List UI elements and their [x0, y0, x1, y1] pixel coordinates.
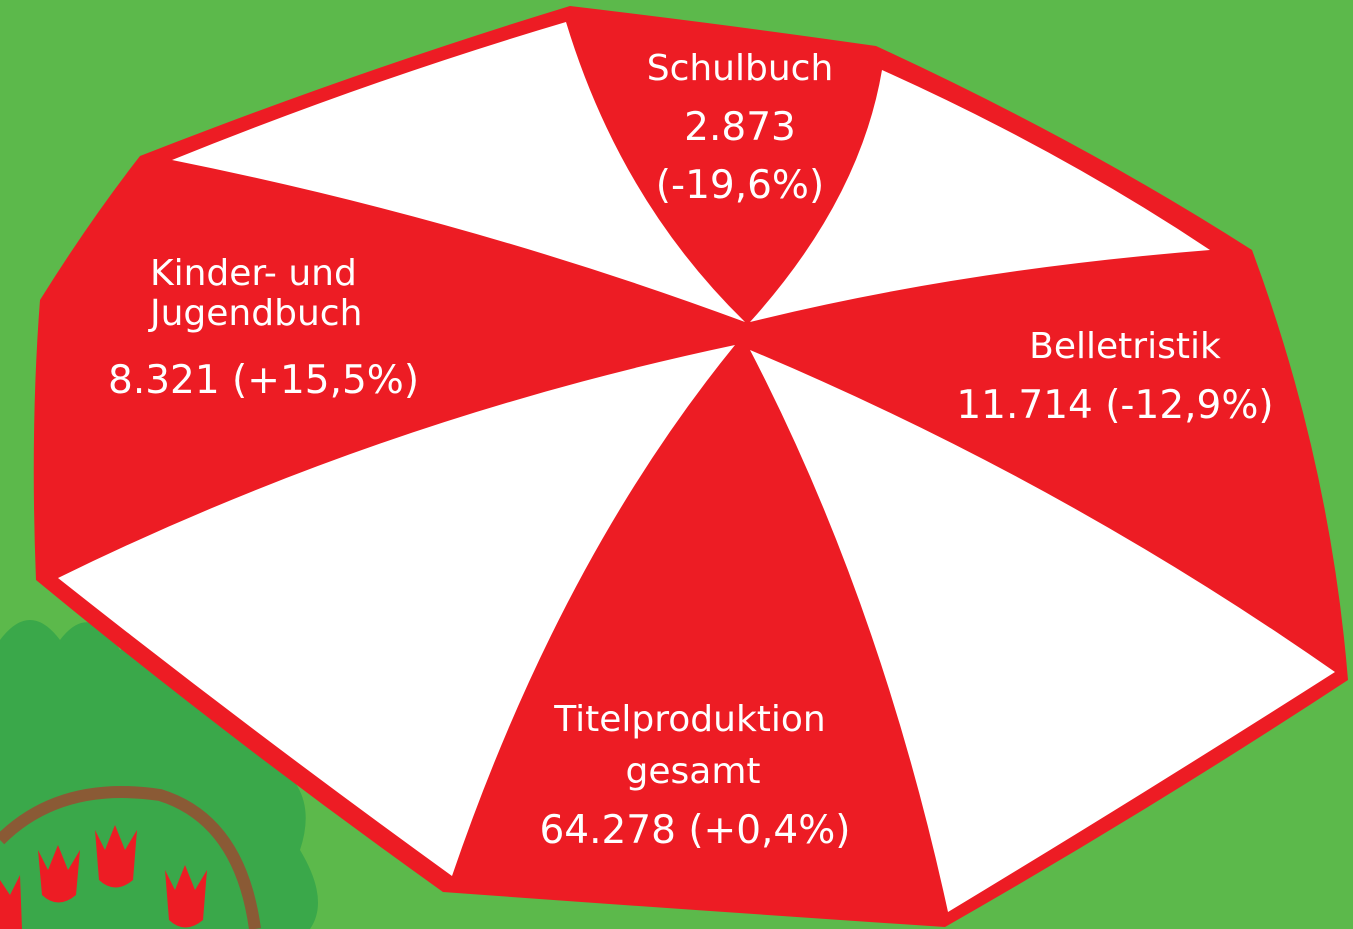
- segment-label: Jugendbuch: [148, 293, 362, 334]
- segment-label: Schulbuch: [647, 48, 834, 89]
- segment-value: 11.714 (-12,9%): [956, 383, 1273, 428]
- segment-label: Belletristik: [1029, 326, 1221, 367]
- infographic: Schulbuch 2.873 (-19,6%) Kinder- und Jug…: [0, 0, 1353, 929]
- segment-value: 64.278 (+0,4%): [539, 808, 850, 853]
- segment-label: Titelproduktion: [553, 699, 826, 740]
- segment-value: 2.873: [684, 105, 796, 150]
- segment-label: Kinder- und: [150, 253, 357, 294]
- page: Schulbuch 2.873 (-19,6%) Kinder- und Jug…: [0, 0, 1353, 929]
- segment-change: (-19,6%): [656, 163, 824, 208]
- segment-label: gesamt: [626, 751, 761, 792]
- segment-value: 8.321 (+15,5%): [108, 358, 419, 403]
